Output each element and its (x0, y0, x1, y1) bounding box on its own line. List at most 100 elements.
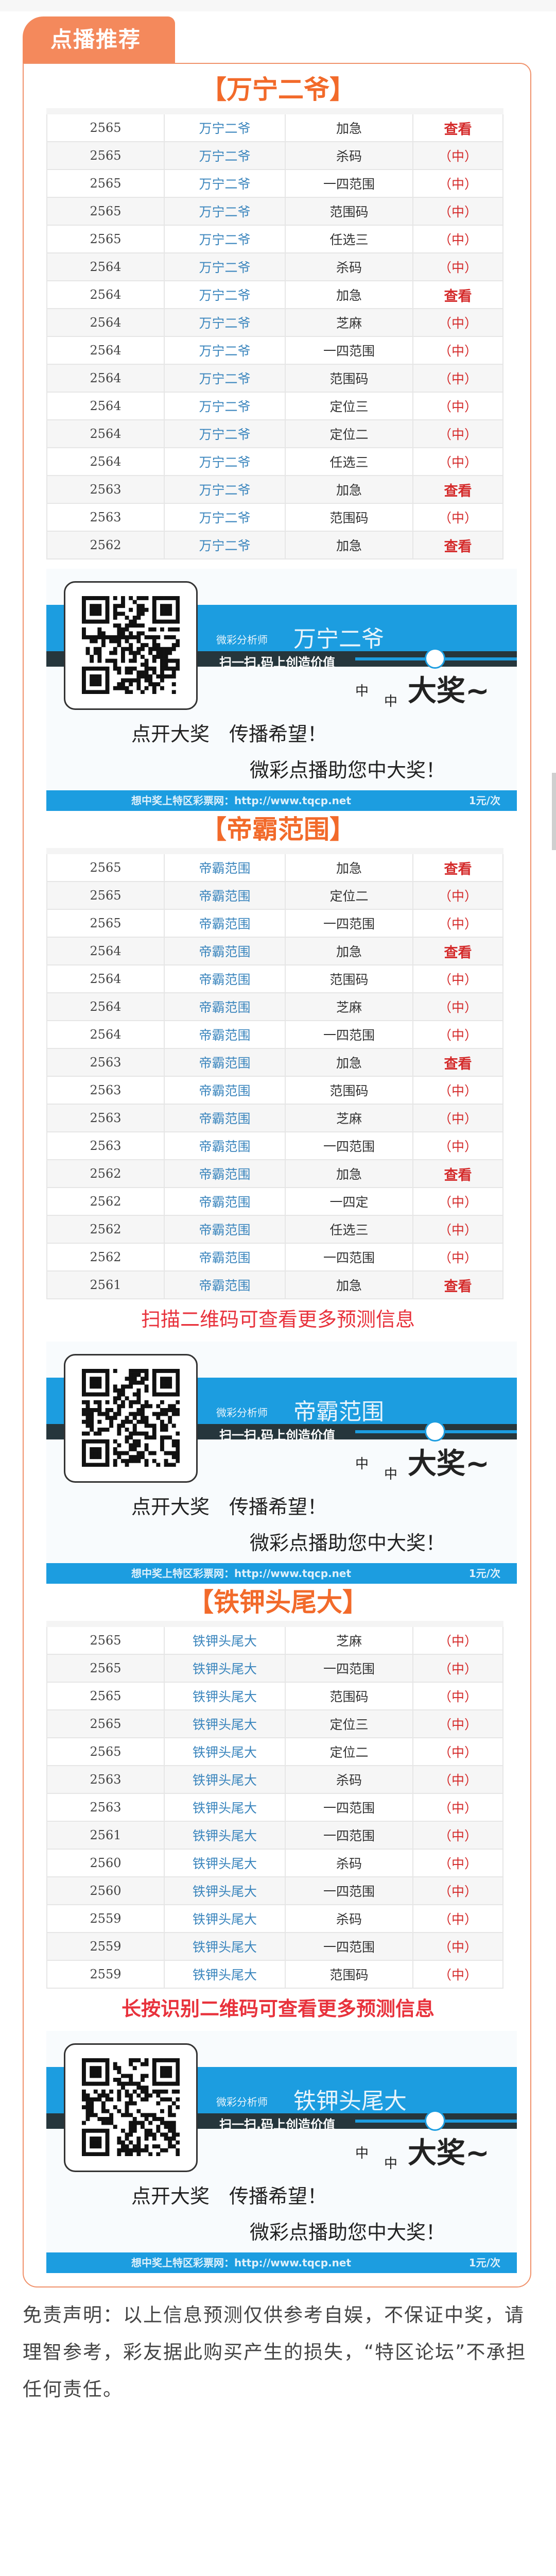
banner-slogan: 扫一扫,码上创造价值 (219, 655, 336, 670)
banner-tagline: 点开大奖 传播希望！ (131, 1496, 327, 1518)
analyst-link[interactable]: 铁钾头尾大 (165, 1766, 286, 1793)
banner-tagline-2: 微彩点播助您中大奖！ (250, 2221, 446, 2244)
section-tab: 点播推荐 (23, 16, 175, 63)
play-type-cell: 定位三 (286, 1710, 413, 1737)
analyst-link[interactable]: 帝霸范围 (165, 1216, 286, 1243)
analyst-link[interactable]: 铁钾头尾大 (165, 1655, 286, 1682)
analyst-link[interactable]: 帝霸范围 (165, 1272, 286, 1298)
analyst-link[interactable]: 万宁二爷 (165, 309, 286, 336)
analyst-link[interactable]: 万宁二爷 (165, 226, 286, 252)
qr-code-frame[interactable] (64, 581, 198, 710)
period-cell: 2564 (46, 965, 165, 992)
banner-handwriting: 中中 大奖~ (355, 1440, 490, 1482)
analyst-link[interactable]: 帝霸范围 (165, 1132, 286, 1159)
play-type-cell: 加急 (286, 1272, 413, 1298)
analyst-link[interactable]: 万宁二爷 (165, 114, 286, 141)
result-cell: （中） (413, 882, 503, 909)
period-cell: 2562 (46, 1216, 165, 1243)
view-link[interactable]: 查看 (413, 1272, 503, 1298)
view-link[interactable]: 查看 (413, 532, 503, 558)
period-cell: 2565 (46, 1710, 165, 1737)
analyst-link[interactable]: 帝霸范围 (165, 1049, 286, 1076)
analyst-link[interactable]: 帝霸范围 (165, 993, 286, 1020)
analyst-link[interactable]: 铁钾头尾大 (165, 1961, 286, 1988)
play-type-cell: 范围码 (286, 504, 413, 531)
view-link[interactable]: 查看 (413, 854, 503, 881)
analyst-role: 微彩分析师 (216, 634, 268, 646)
result-cell: （中） (413, 1216, 503, 1243)
play-type-cell: 一四范围 (286, 1794, 413, 1821)
analyst-link[interactable]: 万宁二爷 (165, 420, 286, 447)
banner-footer: 想中奖上特区彩票网：http://www.tqcp.net 1元/次 (46, 1563, 517, 1584)
period-cell: 2563 (46, 1794, 165, 1821)
qr-code-frame[interactable] (64, 2043, 198, 2172)
analyst-link[interactable]: 万宁二爷 (165, 281, 286, 308)
banner-circle-icon (426, 2112, 444, 2129)
view-link[interactable]: 查看 (413, 938, 503, 964)
analyst-link[interactable]: 铁钾头尾大 (165, 1710, 286, 1737)
view-link[interactable]: 查看 (413, 1049, 503, 1076)
view-link[interactable]: 查看 (413, 476, 503, 503)
banner-handwriting: 中中 大奖~ (355, 668, 490, 709)
analyst-link[interactable]: 铁钾头尾大 (165, 1933, 286, 1960)
analyst-link[interactable]: 帝霸范围 (165, 938, 286, 964)
banner-footer-price: 1元/次 (468, 794, 500, 807)
analyst-link[interactable]: 帝霸范围 (165, 1244, 286, 1270)
analyst-link[interactable]: 万宁二爷 (165, 504, 286, 531)
analyst-link[interactable]: 万宁二爷 (165, 532, 286, 558)
qr-code-frame[interactable] (64, 1354, 198, 1483)
table-row: 2565 万宁二爷 加急 查看 (46, 114, 503, 142)
analyst-link[interactable]: 帝霸范围 (165, 965, 286, 992)
analyst-link[interactable]: 铁钾头尾大 (165, 1822, 286, 1849)
view-link[interactable]: 查看 (413, 1160, 503, 1187)
analyst-link[interactable]: 铁钾头尾大 (165, 1738, 286, 1765)
analyst-link[interactable]: 万宁二爷 (165, 170, 286, 197)
table-row: 2565 帝霸范围 加急 查看 (46, 854, 503, 882)
result-cell: （中） (413, 337, 503, 364)
scrollbar[interactable] (552, 773, 556, 850)
analyst-link[interactable]: 万宁二爷 (165, 142, 286, 169)
analyst-link[interactable]: 帝霸范围 (165, 854, 286, 881)
analyst-link[interactable]: 帝霸范围 (165, 1105, 286, 1131)
table-row: 2563 万宁二爷 范围码 （中） (46, 504, 503, 532)
analyst-link[interactable]: 万宁二爷 (165, 448, 286, 475)
result-cell: （中） (413, 910, 503, 937)
table-row: 2565 铁钾头尾大 范围码 （中） (46, 1683, 503, 1710)
analyst-link[interactable]: 万宁二爷 (165, 476, 286, 503)
analyst-link[interactable]: 帝霸范围 (165, 1021, 286, 1048)
analyst-link[interactable]: 铁钾头尾大 (165, 1794, 286, 1821)
analyst-link[interactable]: 铁钾头尾大 (165, 1850, 286, 1876)
result-cell: （中） (413, 420, 503, 447)
analyst-link[interactable]: 铁钾头尾大 (165, 1905, 286, 1932)
analyst-name: 帝霸范围 (293, 1399, 384, 1425)
analyst-link[interactable]: 铁钾头尾大 (165, 1683, 286, 1709)
analyst-link[interactable]: 帝霸范围 (165, 1160, 286, 1187)
banner-footer-price: 1元/次 (468, 2257, 500, 2269)
period-cell: 2563 (46, 476, 165, 503)
view-link[interactable]: 查看 (413, 114, 503, 141)
disclaimer-text: 免责声明：以上信息预测仅供参考自娱，不保证中奖，请理智参考，彩友据此购买产生的损… (23, 2304, 527, 2400)
analyst-link[interactable]: 万宁二爷 (165, 365, 286, 392)
table-row: 2559 铁钾头尾大 范围码 （中） (46, 1961, 503, 1989)
period-cell: 2564 (46, 253, 165, 280)
play-type-cell: 杀码 (286, 1766, 413, 1793)
analyst-link[interactable]: 帝霸范围 (165, 910, 286, 937)
result-cell: （中） (413, 142, 503, 169)
result-cell: （中） (413, 198, 503, 225)
banner-tagline: 点开大奖 传播希望！ (131, 723, 327, 745)
analyst-link[interactable]: 万宁二爷 (165, 253, 286, 280)
analyst-link[interactable]: 帝霸范围 (165, 882, 286, 909)
play-type-cell: 杀码 (286, 253, 413, 280)
analyst-link[interactable]: 铁钾头尾大 (165, 1627, 286, 1654)
play-type-cell: 一四范围 (286, 1244, 413, 1270)
analyst-link[interactable]: 万宁二爷 (165, 393, 286, 419)
analyst-link[interactable]: 万宁二爷 (165, 337, 286, 364)
play-type-cell: 加急 (286, 281, 413, 308)
analyst-link[interactable]: 铁钾头尾大 (165, 1877, 286, 1904)
analyst-link[interactable]: 帝霸范围 (165, 1188, 286, 1215)
analyst-link[interactable]: 万宁二爷 (165, 198, 286, 225)
analyst-link[interactable]: 帝霸范围 (165, 1077, 286, 1104)
banner-handwriting: 中中 大奖~ (355, 2130, 490, 2172)
period-cell: 2563 (46, 1049, 165, 1076)
view-link[interactable]: 查看 (413, 281, 503, 308)
